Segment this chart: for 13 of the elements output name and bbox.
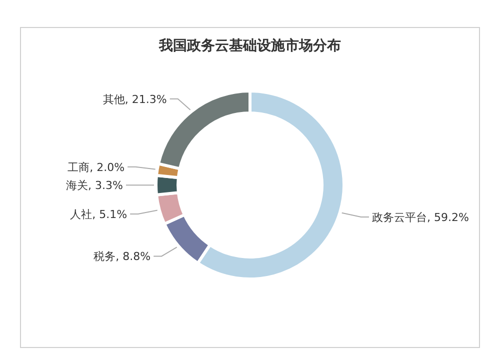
slice-label: 海关: [66, 179, 88, 192]
data-label: , 5.1%: [92, 208, 128, 221]
data-label: , 3.3%: [88, 179, 123, 192]
data-label: , 8.8%: [116, 250, 151, 264]
slice-label: 人社: [70, 208, 92, 221]
slice-label: 税务: [94, 250, 116, 264]
slice-label: 政务云平台: [372, 210, 427, 224]
data-label: , 2.0%: [90, 160, 125, 174]
slice-label: 其他: [102, 92, 125, 106]
data-label: , 21.3%: [124, 92, 167, 106]
slice-label: 工商: [68, 160, 90, 174]
chart-title: 我国政务云基础设施市场分布: [158, 37, 341, 54]
data-label: , 59.2%: [427, 210, 469, 224]
